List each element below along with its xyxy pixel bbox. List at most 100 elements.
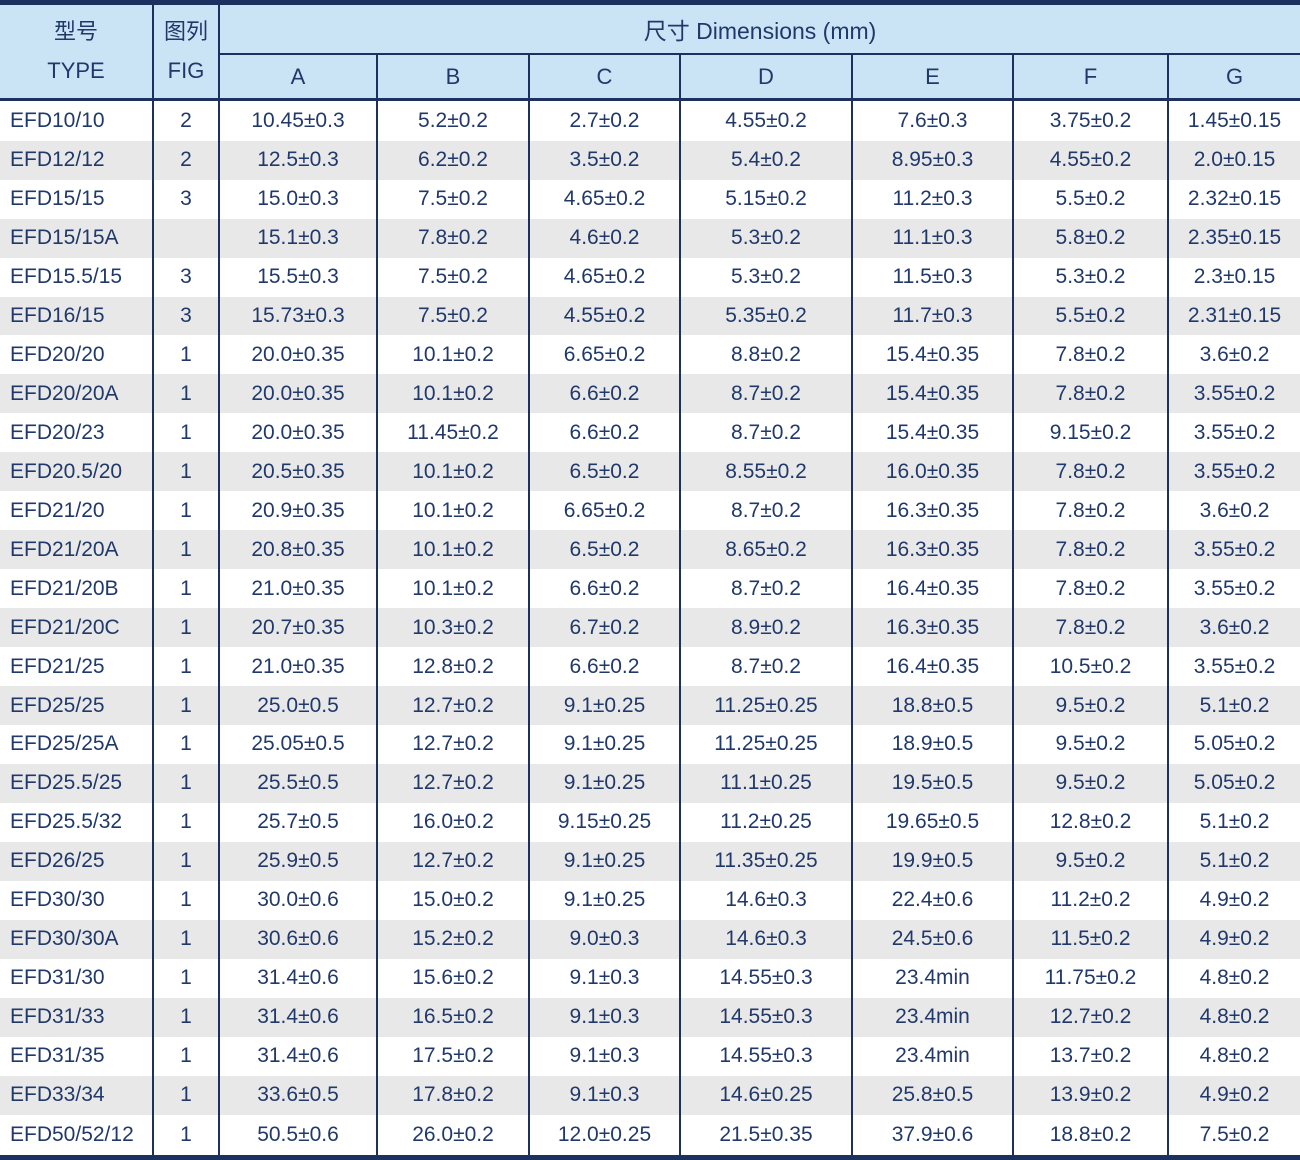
dim-d-cell: 14.6±0.25 bbox=[679, 1075, 853, 1115]
dim-e-cell: 11.7±0.3 bbox=[851, 296, 1014, 336]
dim-d-cell: 21.5±0.35 bbox=[679, 1114, 853, 1158]
dim-b-cell: 10.1±0.2 bbox=[376, 335, 530, 375]
dim-f-cell: 7.8±0.2 bbox=[1012, 530, 1169, 570]
dim-c-cell: 9.1±0.25 bbox=[528, 763, 681, 803]
dim-d-cell: 14.6±0.3 bbox=[679, 919, 853, 959]
dim-b-cell: 12.7±0.2 bbox=[376, 725, 530, 764]
fig-cell: 1 bbox=[152, 374, 220, 414]
dim-e-cell: 37.9±0.6 bbox=[851, 1114, 1014, 1158]
table-row: EFD16/15 3 15.73±0.3 7.5±0.2 4.55±0.2 5.35±0.… bbox=[0, 296, 1300, 336]
dim-col-header-f: F bbox=[1012, 54, 1169, 101]
dim-col-header-b: B bbox=[376, 54, 530, 101]
type-cell: EFD31/33 bbox=[0, 997, 154, 1037]
dim-c-cell: 6.5±0.2 bbox=[528, 452, 681, 492]
dim-a-cell: 20.5±0.35 bbox=[218, 452, 378, 492]
fig-cell: 1 bbox=[152, 491, 220, 531]
dim-b-cell: 11.45±0.2 bbox=[376, 413, 530, 453]
type-cell: EFD31/30 bbox=[0, 958, 154, 998]
dim-f-cell: 13.7±0.2 bbox=[1012, 1036, 1169, 1076]
table-row: EFD30/30 1 30.0±0.6 15.0±0.2 9.1±0.25 14.6±0.… bbox=[0, 880, 1300, 920]
dim-f-cell: 9.5±0.2 bbox=[1012, 686, 1169, 725]
type-cell: EFD21/20A bbox=[0, 530, 154, 570]
dim-c-cell: 9.1±0.25 bbox=[528, 686, 681, 725]
dim-e-cell: 23.4min bbox=[851, 958, 1014, 998]
dim-c-cell: 9.1±0.3 bbox=[528, 1036, 681, 1076]
fig-cell: 1 bbox=[152, 335, 220, 375]
dim-b-cell: 12.8±0.2 bbox=[376, 647, 530, 687]
dim-a-cell: 31.4±0.6 bbox=[218, 1036, 378, 1076]
table-row: EFD31/35 1 31.4±0.6 17.5±0.2 9.1±0.3 14.55±0.… bbox=[0, 1036, 1300, 1076]
dim-c-cell: 6.5±0.2 bbox=[528, 530, 681, 570]
table-row: EFD21/20C 1 20.7±0.35 10.3±0.2 6.7±0.2 8.9±0.… bbox=[0, 608, 1300, 648]
type-header-zh: 型号 bbox=[53, 19, 98, 44]
dim-g-cell: 2.0±0.15 bbox=[1166, 140, 1300, 180]
type-cell: EFD33/34 bbox=[0, 1075, 154, 1115]
dim-f-cell: 5.5±0.2 bbox=[1012, 179, 1169, 219]
dim-f-cell: 5.5±0.2 bbox=[1012, 296, 1169, 336]
dim-b-cell: 10.1±0.2 bbox=[376, 374, 530, 414]
dim-d-cell: 8.8±0.2 bbox=[679, 335, 853, 375]
type-cell: EFD25.5/25 bbox=[0, 763, 154, 803]
dim-d-cell: 5.35±0.2 bbox=[679, 296, 853, 336]
type-column-header: 型号 TYPE bbox=[0, 2, 154, 101]
type-cell: EFD25.5/32 bbox=[0, 802, 154, 842]
dim-e-cell: 23.4min bbox=[851, 997, 1014, 1037]
dim-b-cell: 6.2±0.2 bbox=[376, 140, 530, 180]
dim-f-cell: 7.8±0.2 bbox=[1012, 335, 1169, 375]
table-row: EFD20/23 1 20.0±0.35 11.45±0.2 6.6±0.2 8.7±0.… bbox=[0, 413, 1300, 453]
dim-g-cell: 2.31±0.15 bbox=[1166, 296, 1300, 336]
dim-d-cell: 8.7±0.2 bbox=[679, 413, 853, 453]
dim-d-cell: 11.2±0.25 bbox=[679, 802, 853, 842]
table-row: EFD30/30A 1 30.6±0.6 15.2±0.2 9.0±0.3 14.6±0.… bbox=[0, 919, 1300, 959]
table-row: EFD21/25 1 21.0±0.35 12.8±0.2 6.6±0.2 8.7±0.2… bbox=[0, 647, 1300, 687]
dim-c-cell: 9.15±0.25 bbox=[528, 802, 681, 842]
dim-d-cell: 11.25±0.25 bbox=[679, 725, 853, 764]
fig-cell: 1 bbox=[152, 647, 220, 687]
dim-a-cell: 30.6±0.6 bbox=[218, 919, 378, 959]
dim-b-cell: 7.8±0.2 bbox=[376, 218, 530, 258]
dim-e-cell: 19.5±0.5 bbox=[851, 763, 1014, 803]
table-row: EFD21/20B 1 21.0±0.35 10.1±0.2 6.6±0.2 8.7±0.… bbox=[0, 569, 1300, 609]
dim-c-cell: 12.0±0.25 bbox=[528, 1114, 681, 1158]
dim-f-cell: 9.5±0.2 bbox=[1012, 725, 1169, 764]
dim-e-cell: 22.4±0.6 bbox=[851, 880, 1014, 920]
dim-d-cell: 8.65±0.2 bbox=[679, 530, 853, 570]
dim-c-cell: 9.1±0.25 bbox=[528, 725, 681, 764]
dim-c-cell: 4.55±0.2 bbox=[528, 296, 681, 336]
dim-g-cell: 3.55±0.2 bbox=[1166, 374, 1300, 414]
table-row: EFD25.5/32 1 25.7±0.5 16.0±0.2 9.15±0.25 11.2… bbox=[0, 802, 1300, 842]
dim-g-cell: 3.55±0.2 bbox=[1166, 452, 1300, 492]
dim-f-cell: 7.8±0.2 bbox=[1012, 491, 1169, 531]
dim-b-cell: 10.1±0.2 bbox=[376, 569, 530, 609]
dim-a-cell: 15.5±0.3 bbox=[218, 257, 378, 297]
dim-g-cell: 5.05±0.2 bbox=[1166, 763, 1300, 803]
fig-cell: 1 bbox=[152, 452, 220, 492]
dim-g-cell: 2.3±0.15 bbox=[1166, 257, 1300, 297]
type-cell: EFD20/23 bbox=[0, 413, 154, 453]
dim-c-cell: 6.6±0.2 bbox=[528, 374, 681, 414]
dim-d-cell: 8.7±0.2 bbox=[679, 491, 853, 531]
dim-f-cell: 11.5±0.2 bbox=[1012, 919, 1169, 959]
dim-d-cell: 11.25±0.25 bbox=[679, 686, 853, 725]
dim-b-cell: 12.7±0.2 bbox=[376, 841, 530, 881]
fig-cell: 1 bbox=[152, 1075, 220, 1115]
dim-a-cell: 21.0±0.35 bbox=[218, 647, 378, 687]
dim-d-cell: 11.1±0.25 bbox=[679, 763, 853, 803]
table-row: EFD31/30 1 31.4±0.6 15.6±0.2 9.1±0.3 14.55±0.… bbox=[0, 958, 1300, 998]
fig-cell: 1 bbox=[152, 1036, 220, 1076]
dim-b-cell: 5.2±0.2 bbox=[376, 99, 530, 141]
dim-c-cell: 9.0±0.3 bbox=[528, 919, 681, 959]
dim-d-cell: 8.7±0.2 bbox=[679, 569, 853, 609]
fig-cell: 2 bbox=[152, 99, 220, 141]
dim-f-cell: 7.8±0.2 bbox=[1012, 452, 1169, 492]
dim-a-cell: 30.0±0.6 bbox=[218, 880, 378, 920]
dim-col-header-a: A bbox=[218, 54, 378, 101]
dim-f-cell: 7.8±0.2 bbox=[1012, 608, 1169, 648]
dim-e-cell: 16.4±0.35 bbox=[851, 569, 1014, 609]
type-cell: EFD31/35 bbox=[0, 1036, 154, 1076]
dim-a-cell: 25.0±0.5 bbox=[218, 686, 378, 725]
dim-b-cell: 12.7±0.2 bbox=[376, 686, 530, 725]
dim-f-cell: 9.15±0.2 bbox=[1012, 413, 1169, 453]
dim-g-cell: 4.9±0.2 bbox=[1166, 1075, 1300, 1115]
